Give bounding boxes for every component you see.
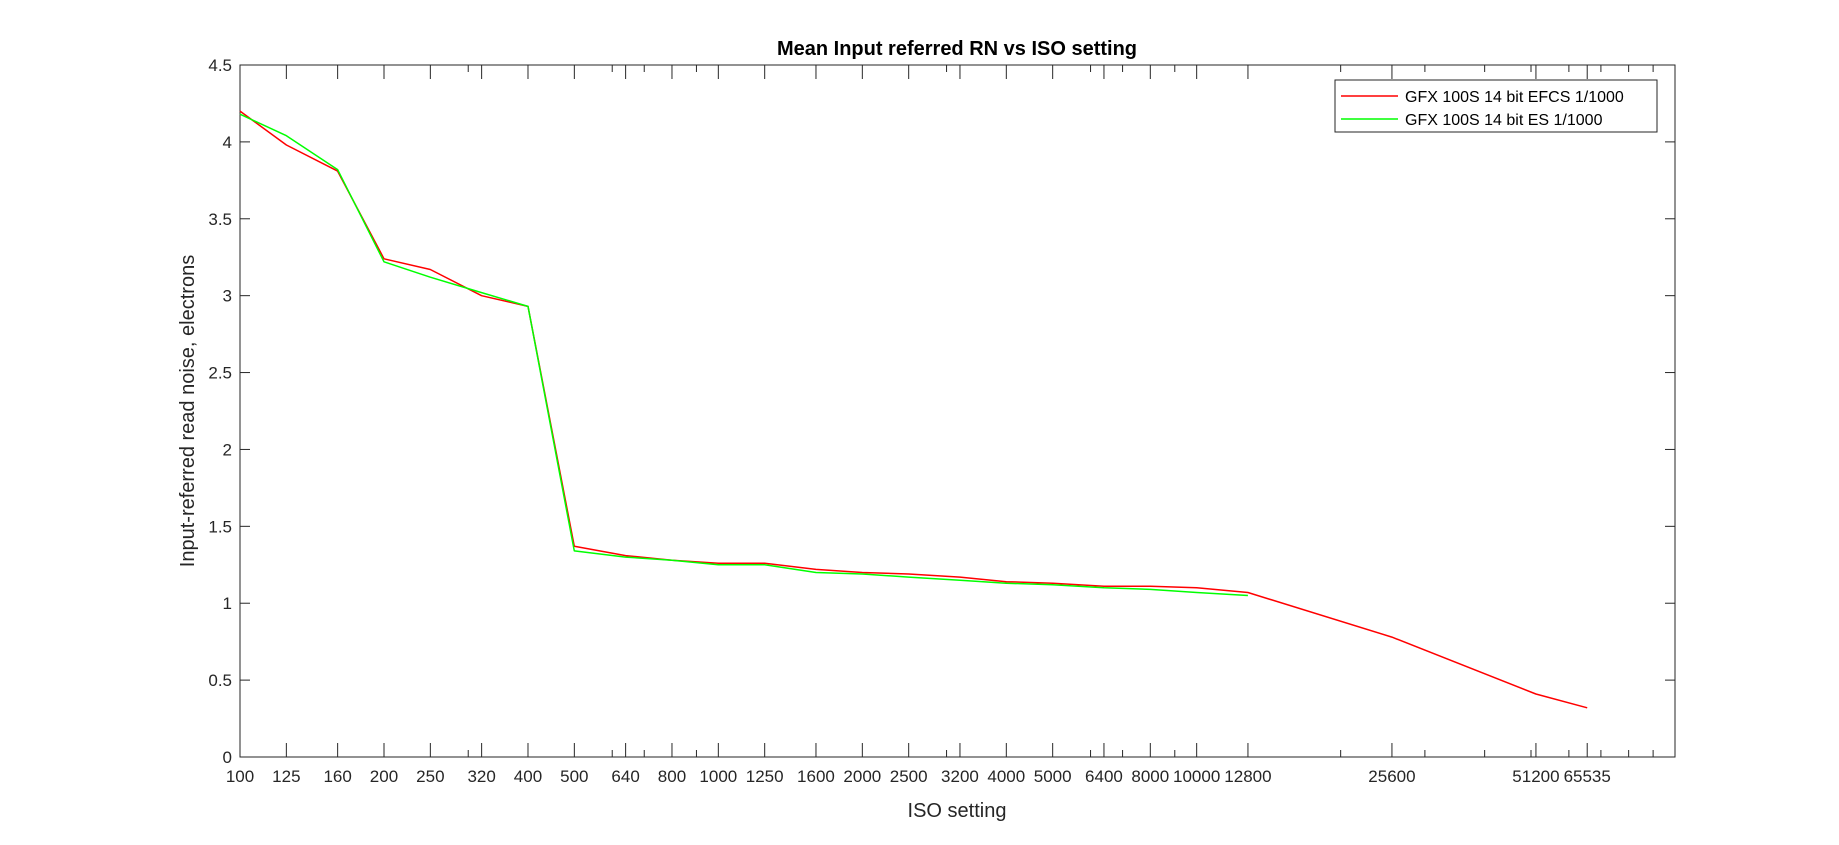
y-tick-label: 4 xyxy=(223,133,232,152)
x-tick-label: 400 xyxy=(514,767,542,786)
x-tick-label: 800 xyxy=(658,767,686,786)
y-tick-label: 2 xyxy=(223,440,232,459)
legend-label-es: GFX 100S 14 bit ES 1/1000 xyxy=(1405,112,1603,129)
legend-label-efcs: GFX 100S 14 bit EFCS 1/1000 xyxy=(1405,89,1624,106)
x-tick-label: 200 xyxy=(370,767,398,786)
x-tick-label: 100 xyxy=(226,767,254,786)
y-tick-label: 1 xyxy=(223,594,232,613)
y-tick-label: 3 xyxy=(223,287,232,306)
x-tick-label: 12800 xyxy=(1224,767,1271,786)
x-axis: 100 125 160 200 250 320 400 500 640 800 1000 1250 16… xyxy=(226,65,1654,786)
plot-area xyxy=(239,64,1676,758)
x-axis-label: ISO setting xyxy=(908,800,1007,822)
legend-box xyxy=(1334,79,1658,133)
x-tick-label: 160 xyxy=(323,767,351,786)
x-tick-label: 1000 xyxy=(699,767,737,786)
chart-title: Mean Input referred RN vs ISO setting xyxy=(777,38,1137,60)
x-tick-label: 320 xyxy=(467,767,495,786)
series-layer xyxy=(239,110,1588,709)
y-axis-label: Input-referred read noise, electrons xyxy=(177,255,199,567)
x-tick-label: 2000 xyxy=(843,767,881,786)
x-tick-label: 51200 xyxy=(1512,767,1559,786)
y-tick-label: 0.5 xyxy=(208,671,232,690)
y-tick-label: 4.5 xyxy=(208,56,232,75)
x-tick-label: 8000 xyxy=(1131,767,1169,786)
x-tick-label: 2500 xyxy=(890,767,928,786)
y-tick-label: 1.5 xyxy=(208,517,232,536)
y-tick-label: 3.5 xyxy=(208,210,232,229)
x-tick-label: 65535 xyxy=(1564,767,1611,786)
x-tick-label: 1600 xyxy=(797,767,835,786)
x-tick-label: 500 xyxy=(560,767,588,786)
x-tick-label: 5000 xyxy=(1034,767,1072,786)
y-tick-label: 2.5 xyxy=(208,364,232,383)
x-tick-label: 6400 xyxy=(1085,767,1123,786)
x-tick-label: 4000 xyxy=(987,767,1025,786)
y-axis: 0 0.5 1 1.5 2 2.5 3 3.5 4 4.5 xyxy=(208,56,1675,767)
x-tick-label: 3200 xyxy=(941,767,979,786)
legend: GFX 100S 14 bit EFCS 1/1000 GFX 100S 14 … xyxy=(1334,79,1658,133)
series-line-1 xyxy=(239,113,1248,597)
y-tick-label: 0 xyxy=(223,748,232,767)
x-tick-label: 125 xyxy=(272,767,300,786)
x-tick-label: 640 xyxy=(611,767,639,786)
series-line-0 xyxy=(239,110,1588,709)
x-tick-label: 250 xyxy=(416,767,444,786)
x-tick-label: 10000 xyxy=(1173,767,1220,786)
x-tick-label: 1250 xyxy=(746,767,784,786)
x-tick-label: 25600 xyxy=(1368,767,1415,786)
